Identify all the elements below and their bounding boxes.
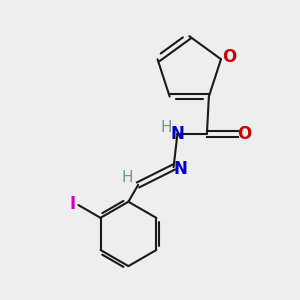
Text: I: I: [70, 195, 76, 213]
Text: O: O: [238, 125, 252, 143]
Text: N: N: [170, 125, 184, 143]
Text: N: N: [174, 160, 188, 178]
Text: H: H: [122, 170, 133, 185]
Text: H: H: [161, 120, 172, 135]
Text: O: O: [222, 47, 236, 65]
